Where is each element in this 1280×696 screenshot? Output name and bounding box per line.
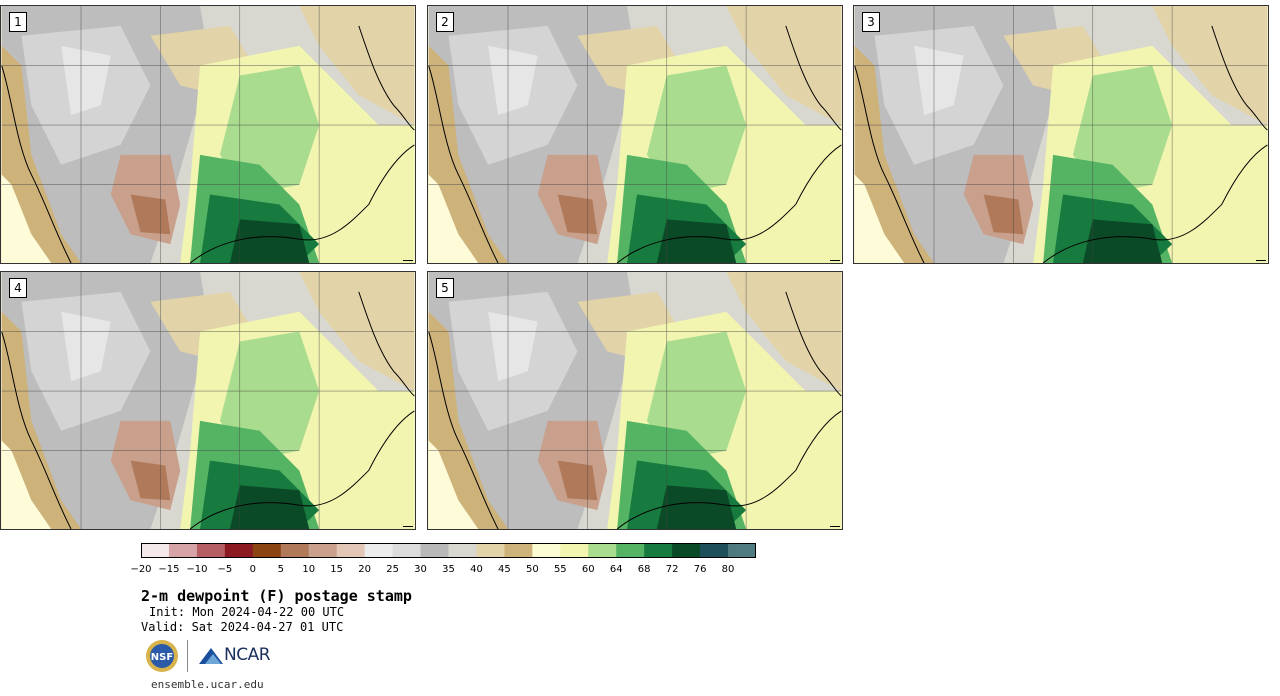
colorbar-swatch: [560, 543, 589, 558]
colorbar-swatch: [644, 543, 673, 558]
nsf-logo-text: NSF: [151, 652, 173, 663]
colorbar-swatch: [252, 543, 282, 558]
nsf-logo: NSF: [146, 640, 178, 672]
colorbar-border: [141, 543, 756, 558]
dewpoint-map: [854, 6, 1268, 263]
colorbar-tick-label: 40: [470, 564, 483, 575]
logo-divider: [187, 640, 188, 672]
colorbar-swatch: [392, 543, 422, 558]
colorbar-swatch: [728, 543, 756, 558]
colorbar-tick-label: 5: [277, 564, 284, 575]
colorbar-tick-label: −10: [186, 564, 208, 575]
colorbar-tick-label: 30: [414, 564, 427, 575]
member-panel-2: 2: [427, 5, 843, 264]
site-url: ensemble.ucar.edu: [151, 678, 264, 691]
member-label: 2: [436, 12, 454, 32]
member-label: 3: [862, 12, 880, 32]
corner-mark: [830, 526, 840, 527]
colorbar-tick-label: 76: [693, 564, 707, 575]
colorbar-swatch: [364, 543, 394, 558]
colorbar-swatch: [308, 543, 338, 558]
colorbar-tick-label: 50: [525, 564, 539, 575]
colorbar-tick-label: 25: [386, 564, 399, 575]
colorbar-tick-label: 0: [249, 564, 256, 575]
dewpoint-map: [428, 6, 842, 263]
init-time: Init: Mon 2024-04-22 00 UTC: [149, 605, 345, 619]
colorbar-swatch: [280, 543, 310, 558]
colorbar: [141, 543, 756, 558]
corner-mark: [830, 260, 840, 261]
colorbar-tick-label: 60: [581, 564, 595, 575]
colorbar-tick-label: 35: [442, 564, 455, 575]
colorbar-swatch: [616, 543, 645, 558]
colorbar-swatch: [420, 543, 449, 558]
colorbar-swatch: [532, 543, 561, 558]
colorbar-ticks: −20 −15 −10 −5 0 5 10 15 20 25 30 35 40 45 50 55 60 64 68 7…: [0, 564, 900, 578]
member-label: 5: [436, 278, 454, 298]
dewpoint-map: [1, 6, 415, 263]
corner-mark: [403, 526, 413, 527]
colorbar-swatch: [448, 543, 477, 558]
member-panel-3: 3: [853, 5, 1269, 264]
member-panel-5: 5: [427, 271, 843, 530]
corner-mark: [1256, 260, 1266, 261]
dewpoint-map: [1, 272, 415, 529]
colorbar-swatch: [168, 543, 198, 558]
colorbar-swatch: [504, 543, 533, 558]
member-panel-1: 1: [0, 5, 416, 264]
colorbar-tick-label: −5: [217, 564, 233, 575]
colorbar-swatch: [476, 543, 505, 558]
colorbar-tick-label: 15: [330, 564, 344, 575]
colorbar-swatch: [141, 543, 170, 558]
colorbar-swatch: [672, 543, 701, 558]
page-title: 2-m dewpoint (F) postage stamp: [141, 587, 412, 605]
colorbar-tick-label: 72: [665, 564, 679, 575]
colorbar-tick-label: 45: [498, 564, 511, 575]
colorbar-tick-label: 68: [637, 564, 651, 575]
member-label: 4: [9, 278, 27, 298]
colorbar-swatch: [700, 543, 729, 558]
colorbar-swatch: [588, 543, 617, 558]
colorbar-swatch: [336, 543, 366, 558]
dewpoint-map: [428, 272, 842, 529]
corner-mark: [403, 260, 413, 261]
member-panel-4: 4: [0, 271, 416, 530]
colorbar-tick-label: −20: [130, 564, 152, 575]
colorbar-tick-label: −15: [158, 564, 180, 575]
valid-time: Valid: Sat 2024-04-27 01 UTC: [141, 620, 344, 634]
colorbar-swatch: [224, 543, 254, 558]
colorbar-tick-label: 64: [609, 564, 623, 575]
colorbar-tick-label: 80: [721, 564, 735, 575]
colorbar-tick-label: 20: [358, 564, 371, 575]
member-label: 1: [9, 12, 27, 32]
ncar-logo-text: NCAR: [224, 645, 271, 665]
colorbar-tick-label: 55: [553, 564, 567, 575]
colorbar-tick-label: 10: [302, 564, 316, 575]
ncar-logo: [199, 648, 223, 664]
colorbar-swatch: [196, 543, 226, 558]
